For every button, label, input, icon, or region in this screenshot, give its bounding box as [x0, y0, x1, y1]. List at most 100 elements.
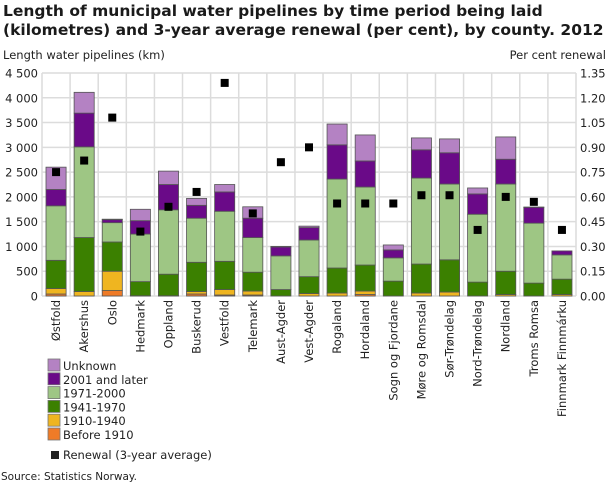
renewal-marker — [80, 156, 89, 165]
bar-segment — [242, 217, 264, 238]
bar-segment — [270, 289, 292, 297]
bar-segment — [439, 138, 460, 154]
x-tick-label: Troms Romsa — [527, 300, 541, 377]
renewal-marker — [192, 187, 201, 196]
bar-segment — [186, 197, 208, 206]
y2-tick-label: 1.05 — [580, 116, 606, 130]
renewal-marker — [276, 158, 285, 167]
bar-segment — [45, 166, 67, 190]
y2-tick-label: 0.30 — [580, 240, 606, 254]
bar-segment — [410, 177, 432, 265]
legend-label: Renewal (3-year average) — [63, 448, 212, 462]
bar-segment — [410, 263, 432, 294]
bar-segment — [298, 276, 320, 294]
legend-swatch — [47, 413, 61, 427]
bar-segment — [495, 136, 517, 160]
y-tick-label: 2 500 — [5, 166, 38, 180]
legend-swatch — [47, 399, 61, 413]
bar-segment — [45, 288, 67, 295]
x-tick-label: Nordland — [499, 300, 513, 352]
bar-segment — [129, 208, 151, 222]
renewal-marker — [557, 225, 566, 234]
bar-segment — [439, 259, 460, 293]
x-tick-label: Møre og Romsdal — [414, 300, 428, 399]
bar-segment — [354, 264, 376, 292]
x-tick-label: Oslo — [105, 300, 119, 325]
renewal-marker — [501, 192, 510, 201]
x-tick-label: Sogn og Fjordane — [386, 300, 400, 401]
renewal-marker — [108, 113, 117, 122]
x-tick-label: Oppland — [161, 300, 175, 348]
bar-segment — [467, 193, 489, 215]
y-tick-label: 4 500 — [5, 67, 38, 81]
bar-segment — [551, 254, 573, 280]
bar-segment — [326, 292, 348, 297]
y2-axis-title: Per cent renewal — [510, 48, 606, 62]
bar-segment — [354, 160, 376, 188]
x-tick-label: Finnmark Finnmárku — [555, 300, 569, 417]
renewal-marker — [389, 199, 398, 208]
bar-segment — [467, 187, 489, 195]
x-tick-label: Rogaland — [330, 300, 344, 354]
x-tick-label: Østfold — [49, 300, 63, 341]
legend-label: 2001 and later — [63, 373, 148, 387]
bar-segment — [186, 217, 208, 263]
y-tick-label: 1 500 — [5, 215, 38, 229]
bar-segment — [186, 204, 208, 219]
bar-segment — [354, 290, 376, 295]
source-note: Source: Statistics Norway. — [1, 471, 137, 483]
y2-tick-label: 1.35 — [580, 67, 606, 81]
bar-segment — [45, 259, 67, 289]
bar-segment — [73, 112, 95, 148]
bar-segment — [439, 291, 460, 297]
chart-title: Length of municipal water pipelines by t… — [3, 2, 604, 39]
renewal-marker — [136, 227, 145, 236]
bar-segment — [158, 209, 179, 275]
y2-tick-label: 0.75 — [580, 166, 606, 180]
bar-segment — [354, 186, 376, 266]
bar-segment — [467, 213, 489, 283]
x-tick-label: Buskerud — [190, 300, 204, 354]
bar-segment — [382, 280, 404, 297]
y-tick-label: 3 500 — [5, 116, 38, 130]
bar-segment — [326, 267, 348, 294]
x-tick-label: Vestfold — [218, 300, 232, 346]
x-tick-label: Nord-Trøndelag — [471, 300, 485, 387]
bar-segment — [73, 291, 95, 297]
legend-label: 1941-1970 — [63, 400, 126, 414]
x-tick-label: Vest-Agder — [302, 300, 316, 363]
renewal-marker — [164, 202, 173, 211]
bar-segment — [158, 170, 179, 185]
y2-tick-label: 0.60 — [580, 190, 606, 204]
legend-swatch — [47, 358, 61, 372]
bar-segment — [298, 239, 320, 278]
bar-segment — [73, 237, 95, 292]
bar-segment — [410, 149, 432, 179]
renewal-marker — [248, 209, 257, 218]
bar-segment — [186, 261, 208, 292]
legend-label: 1971-2000 — [63, 387, 126, 401]
bar-segment — [242, 271, 264, 292]
bar-segment — [101, 219, 123, 224]
y2-tick-label: 1.20 — [580, 91, 606, 105]
bar-segment — [101, 241, 123, 272]
bar-segment — [101, 290, 123, 297]
bar-segment — [129, 281, 151, 297]
bar-segment — [101, 270, 123, 291]
bar-segment — [101, 222, 123, 243]
bar-segment — [326, 144, 348, 180]
legend-label: Before 1910 — [63, 428, 134, 442]
renewal-marker — [52, 168, 61, 177]
bar-segment — [158, 273, 179, 297]
bar-segment — [270, 246, 292, 257]
x-tick-label: Akershus — [77, 300, 91, 352]
bar-segment — [298, 225, 320, 229]
x-tick-label: Sør-Trøndelag — [443, 300, 457, 378]
bar-segment — [214, 289, 236, 296]
y-axis-title: Length water pipelines (km) — [3, 48, 165, 62]
renewal-marker — [529, 197, 538, 206]
legend-swatch — [47, 427, 61, 441]
legend-label: 1910-1940 — [63, 414, 126, 428]
bar-segment — [467, 281, 489, 297]
